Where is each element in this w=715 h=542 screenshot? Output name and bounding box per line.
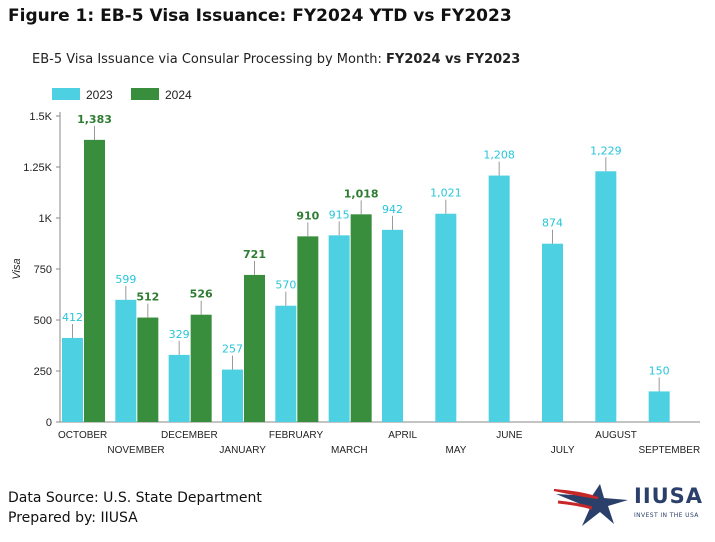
x-tick-label: SEPTEMBER [638,445,700,456]
data-label-2023: 1,229 [590,144,622,157]
x-tick-label: OCTOBER [58,430,107,441]
data-label-2023: 874 [542,217,563,230]
bar-2024-october [84,139,105,423]
bar-2023-april [382,229,403,422]
bar-2023-march [328,235,350,422]
data-label-2024: 910 [296,209,319,222]
y-tick-label: 1K [39,213,53,225]
bar-2024-january [244,274,265,422]
data-label-2023: 570 [275,279,296,292]
data-label-2023: 1,021 [430,187,462,200]
bar-2024-december [190,314,212,422]
data-label-2023: 942 [382,203,403,216]
bar-2024-march [350,214,372,422]
bar-2023-january [222,369,243,422]
footer: Data Source: U.S. State Department Prepa… [8,488,262,528]
data-label-2023: 412 [62,311,83,324]
chart-title: EB-5 Visa Issuance via Consular Processi… [32,52,520,67]
bar-2024-november [137,317,159,422]
data-label-2024: 1,383 [77,113,112,126]
data-source: Data Source: U.S. State Department [8,490,262,506]
x-tick-label: JULY [551,445,575,456]
bar-2023-june [488,175,510,422]
figure-title: Figure 1: EB-5 Visa Issuance: FY2024 YTD… [8,6,512,26]
legend-label-2024: 2024 [165,88,192,102]
bar-2023-february [275,305,297,422]
legend-swatch-2023 [52,88,80,100]
x-tick-label: AUGUST [595,430,637,441]
data-label-2024: 1,018 [344,187,379,200]
data-label-2023: 915 [329,208,350,221]
data-label-2023: 329 [169,328,190,341]
chart-title-bold: FY2024 vs FY2023 [386,52,521,67]
prepared-by: Prepared by: IIUSA [8,510,138,526]
data-label-2023: 1,208 [483,149,515,162]
legend-label-2023: 2023 [86,88,113,102]
bar-2023-july [542,243,563,422]
data-label-2023: 150 [649,364,670,377]
bar-2023-october [62,337,83,422]
bar-2024-february [297,236,319,422]
x-tick-label: DECEMBER [161,430,218,441]
data-label-2024: 526 [190,288,213,301]
bar-2023-may [435,213,457,422]
iiusa-logo: IIUSA INVEST IN THE USA [552,476,712,530]
x-tick-label: NOVEMBER [107,445,164,456]
y-tick-label: 500 [34,315,52,327]
x-tick-label: MARCH [331,445,368,456]
logo-tagline: INVEST IN THE USA [634,512,699,519]
star-swoosh-icon [553,484,628,526]
bar-2023-september [648,391,670,422]
y-axis-label: Visa [11,258,23,279]
bar-chart: 0 250 500 750 1K 1.25K 1.5K Visa 2023 2024 412 1,38… [11,88,700,456]
chart-title-prefix: EB-5 Visa Issuance via Consular Processi… [32,52,387,67]
y-tick-label: 1.5K [29,111,52,123]
x-tick-label: JUNE [496,430,522,441]
bar-2023-august [595,171,617,422]
y-tick-label: 750 [34,264,52,276]
data-label-2024: 512 [136,291,159,304]
legend-swatch-2024 [131,88,159,100]
y-tick-label: 0 [46,417,52,429]
y-tick-label: 250 [34,366,52,378]
data-label-2023: 257 [222,343,243,356]
x-tick-label: APRIL [388,430,417,441]
x-tick-label: FEBRUARY [269,430,324,441]
bar-2023-november [115,299,137,422]
bar-2023-december [168,354,190,422]
x-tick-label: MAY [446,445,467,456]
logo-name: IIUSA [634,484,704,508]
data-label-2024: 721 [243,248,266,261]
data-label-2023: 599 [115,273,136,286]
x-tick-label: JANUARY [219,445,266,456]
y-tick-label: 1.25K [23,162,52,174]
